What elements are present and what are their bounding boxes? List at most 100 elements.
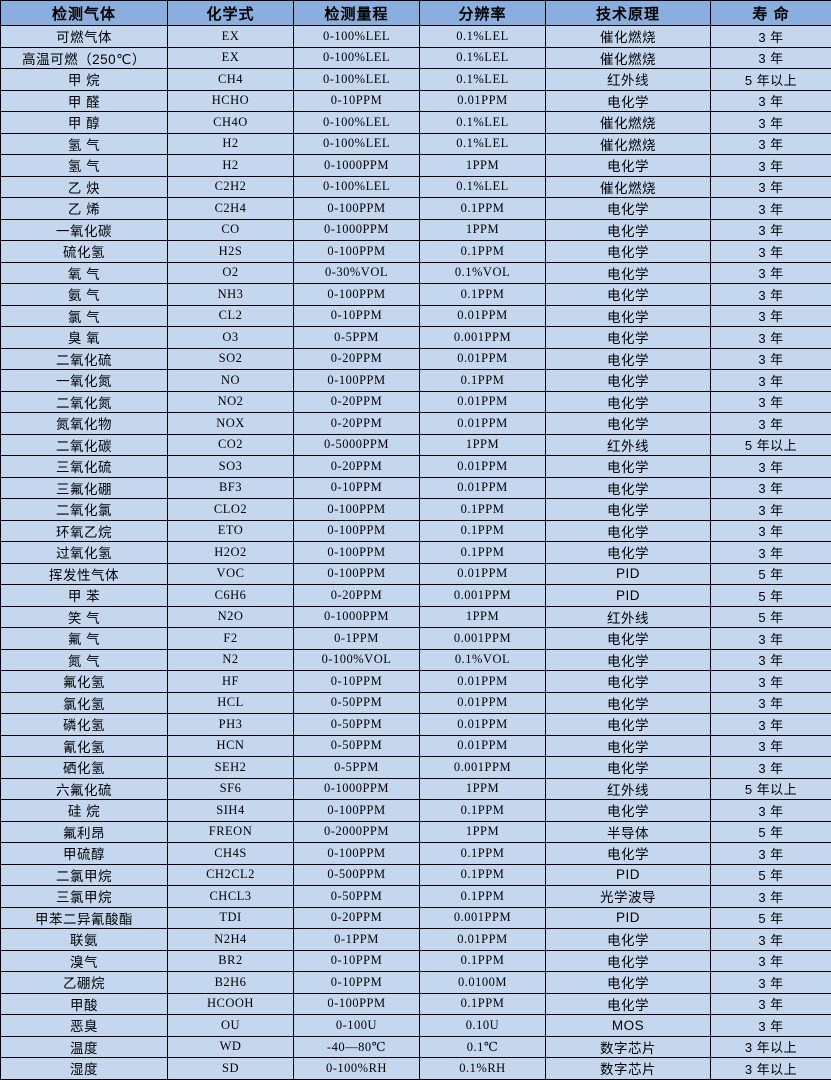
cell-range: 0-10PPM — [294, 305, 420, 327]
cell-res: 0.10U — [420, 1015, 546, 1037]
cell-gas: 甲 苯 — [1, 585, 168, 607]
cell-form: N2H4 — [168, 929, 294, 951]
cell-gas: 挥发性气体 — [1, 563, 168, 585]
cell-life: 3 年 — [711, 843, 831, 865]
cell-res: 0.01PPM — [420, 456, 546, 478]
cell-gas: 三氟化硼 — [1, 477, 168, 499]
column-header-chemical-formula: 化学式 — [168, 1, 294, 26]
cell-res: 0.1PPM — [420, 241, 546, 263]
cell-res: 0.1PPM — [420, 499, 546, 521]
cell-form: SIH4 — [168, 800, 294, 822]
cell-gas: 溴气 — [1, 950, 168, 972]
cell-tech: 电化学 — [546, 305, 711, 327]
cell-range: 0-2000PPM — [294, 821, 420, 843]
cell-form: HCN — [168, 735, 294, 757]
cell-life: 3 年 — [711, 714, 831, 736]
cell-tech: 电化学 — [546, 649, 711, 671]
cell-life: 3 年 — [711, 219, 831, 241]
cell-tech: PID — [546, 563, 711, 585]
cell-res: 0.0100M — [420, 972, 546, 994]
cell-tech: 电化学 — [546, 628, 711, 650]
cell-res: 1PPM — [420, 778, 546, 800]
cell-form: EX — [168, 47, 294, 69]
cell-range: 0-50PPM — [294, 735, 420, 757]
column-header-detection-range: 检测量程 — [294, 1, 420, 26]
cell-res: 0.01PPM — [420, 929, 546, 951]
cell-gas: 六氟化硫 — [1, 778, 168, 800]
cell-range: 0-100PPM — [294, 198, 420, 220]
cell-res: 1PPM — [420, 606, 546, 628]
cell-tech: 光学波导 — [546, 886, 711, 908]
cell-form: CO2 — [168, 434, 294, 456]
cell-life: 3 年 — [711, 671, 831, 693]
cell-life: 5 年以上 — [711, 69, 831, 91]
cell-form: C2H4 — [168, 198, 294, 220]
cell-res: 0.1%VOL — [420, 649, 546, 671]
cell-form: EX — [168, 26, 294, 48]
cell-life: 3 年 — [711, 950, 831, 972]
cell-tech: 电化学 — [546, 714, 711, 736]
cell-life: 3 年 — [711, 886, 831, 908]
cell-tech: 电化学 — [546, 843, 711, 865]
cell-tech: 电化学 — [546, 542, 711, 564]
cell-gas: 温度 — [1, 1036, 168, 1058]
cell-tech: 催化燃烧 — [546, 47, 711, 69]
cell-res: 0.01PPM — [420, 305, 546, 327]
cell-life: 5 年 — [711, 821, 831, 843]
cell-range: 0-100PPM — [294, 370, 420, 392]
cell-range: 0-100%LEL — [294, 133, 420, 155]
cell-tech: 催化燃烧 — [546, 112, 711, 134]
cell-form: SEH2 — [168, 757, 294, 779]
cell-gas: 湿度 — [1, 1058, 168, 1080]
cell-form: HCL — [168, 692, 294, 714]
cell-tech: 电化学 — [546, 757, 711, 779]
cell-range: 0-5PPM — [294, 327, 420, 349]
cell-range: 0-5PPM — [294, 757, 420, 779]
cell-form: CLO2 — [168, 499, 294, 521]
cell-life: 5 年 — [711, 563, 831, 585]
cell-form: N2 — [168, 649, 294, 671]
cell-form: H2S — [168, 241, 294, 263]
cell-life: 3 年 — [711, 757, 831, 779]
cell-form: O3 — [168, 327, 294, 349]
cell-life: 3 年 — [711, 929, 831, 951]
cell-life: 5 年 — [711, 907, 831, 929]
cell-form: B2H6 — [168, 972, 294, 994]
cell-tech: 催化燃烧 — [546, 133, 711, 155]
cell-res: 0.1PPM — [420, 284, 546, 306]
column-header-resolution: 分辨率 — [420, 1, 546, 26]
cell-range: 0-20PPM — [294, 456, 420, 478]
cell-res: 0.01PPM — [420, 391, 546, 413]
cell-range: 0-20PPM — [294, 348, 420, 370]
cell-tech: PID — [546, 864, 711, 886]
table-header: 检测气体 化学式 检测量程 分辨率 技术原理 寿 命 — [1, 1, 831, 26]
cell-range: 0-1000PPM — [294, 606, 420, 628]
cell-res: 0.1PPM — [420, 198, 546, 220]
cell-form: BF3 — [168, 477, 294, 499]
cell-range: 0-1PPM — [294, 628, 420, 650]
cell-life: 3 年 — [711, 456, 831, 478]
cell-gas: 笑 气 — [1, 606, 168, 628]
cell-tech: 电化学 — [546, 348, 711, 370]
cell-form: CHCL3 — [168, 886, 294, 908]
cell-range: 0-50PPM — [294, 886, 420, 908]
cell-tech: 红外线 — [546, 778, 711, 800]
cell-res: 0.01PPM — [420, 735, 546, 757]
cell-form: SO2 — [168, 348, 294, 370]
cell-tech: 电化学 — [546, 262, 711, 284]
cell-gas: 甲 烷 — [1, 69, 168, 91]
cell-form: C2H2 — [168, 176, 294, 198]
cell-gas: 甲酸 — [1, 993, 168, 1015]
cell-tech: 催化燃烧 — [546, 176, 711, 198]
cell-life: 3 年 — [711, 241, 831, 263]
cell-gas: 二氧化碳 — [1, 434, 168, 456]
cell-range: 0-20PPM — [294, 391, 420, 413]
